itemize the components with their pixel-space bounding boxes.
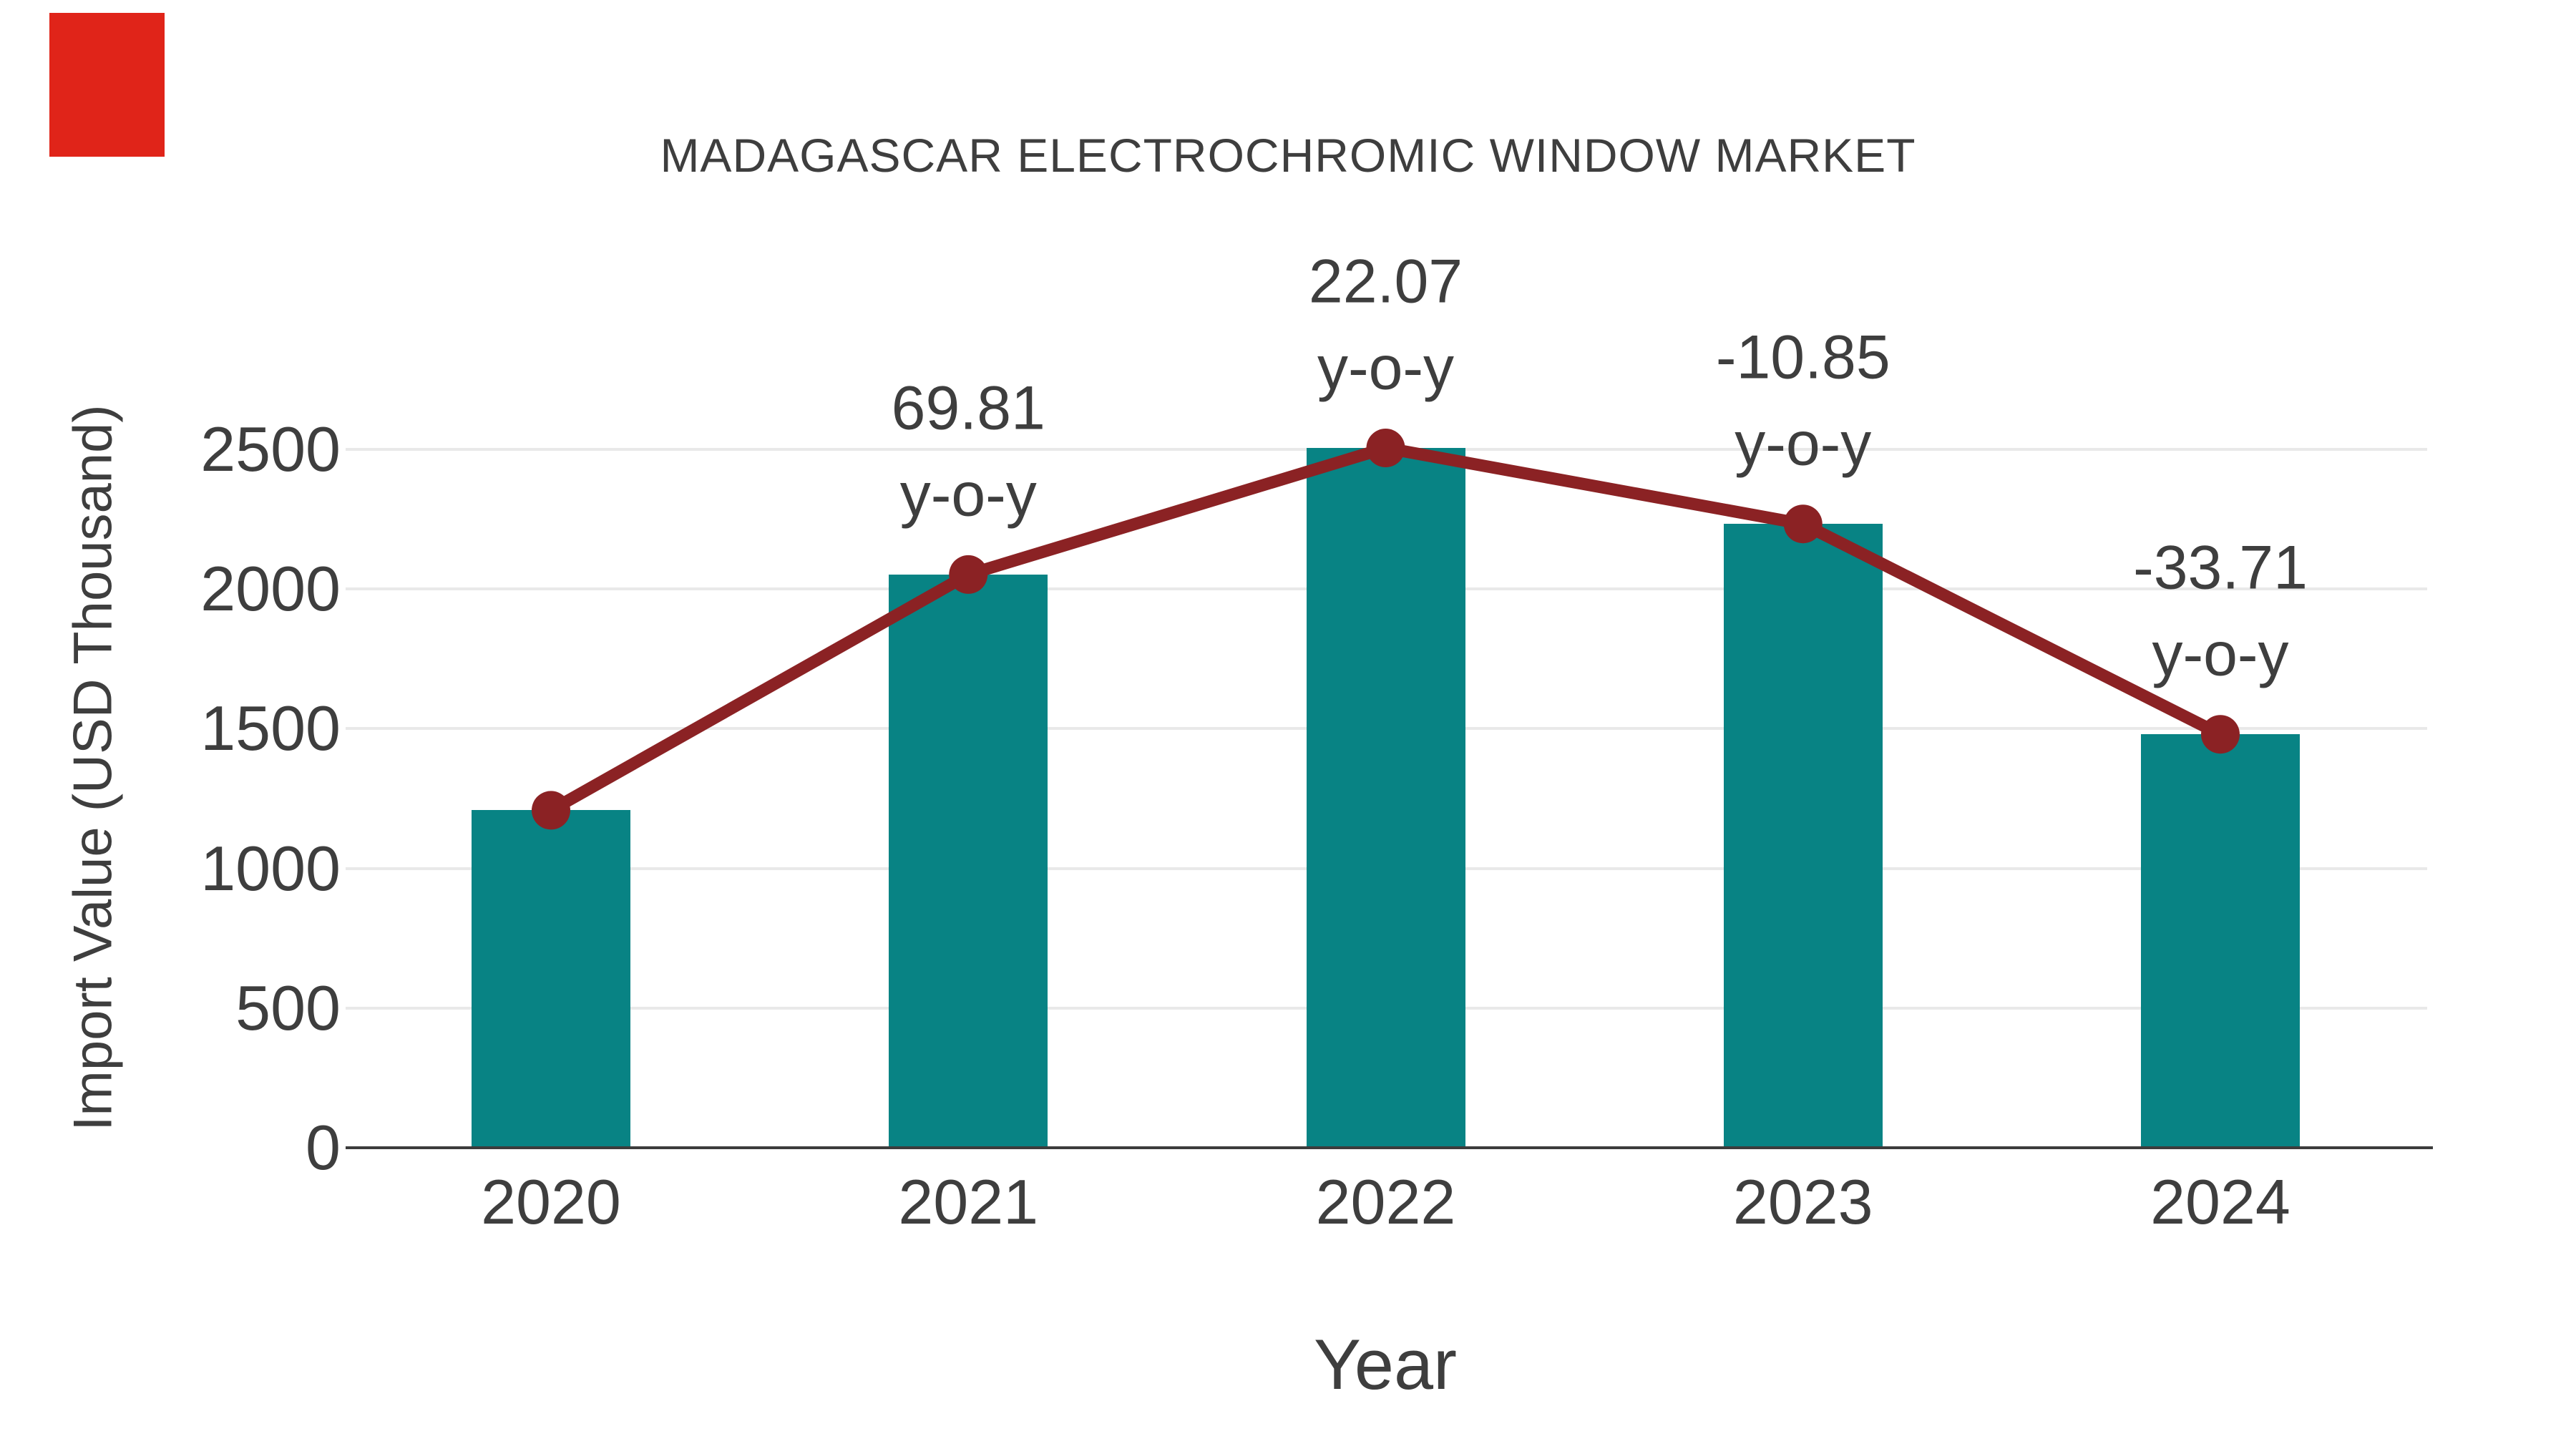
x-tick-2024: 2024 bbox=[2150, 1166, 2290, 1237]
x-axis-line bbox=[346, 1146, 2433, 1149]
bar-2020 bbox=[472, 810, 630, 1148]
x-tick-2022: 2022 bbox=[1315, 1166, 1456, 1237]
chart-title: MADAGASCAR ELECTROCHROMIC WINDOW MARKET bbox=[660, 129, 1916, 182]
bar-2023 bbox=[1723, 524, 1883, 1148]
yoy-marker-2024 bbox=[2201, 715, 2240, 754]
annotation-value-2022: 22.07 bbox=[1308, 247, 1463, 316]
annotation-unit-2023: y-o-y bbox=[1735, 409, 1872, 479]
yoy-marker-2022 bbox=[1366, 429, 1405, 468]
annotation-value-2021: 69.81 bbox=[891, 374, 1045, 443]
annotation-unit-2022: y-o-y bbox=[1317, 333, 1455, 403]
y-tick-1500: 1500 bbox=[200, 693, 341, 764]
x-tick-2023: 2023 bbox=[1732, 1166, 1873, 1237]
yoy-marker-2021 bbox=[949, 555, 988, 594]
x-tick-2020: 2020 bbox=[481, 1166, 621, 1237]
yoy-marker-2020 bbox=[532, 791, 570, 830]
y-tick-0: 0 bbox=[306, 1112, 341, 1183]
x-axis-title: Year bbox=[1313, 1324, 1458, 1404]
bar-2022 bbox=[1306, 448, 1465, 1148]
bar-2024 bbox=[2141, 734, 2300, 1148]
bar-2021 bbox=[889, 574, 1048, 1148]
y-tick-2000: 2000 bbox=[200, 553, 341, 625]
yoy-marker-2023 bbox=[1783, 504, 1823, 544]
annotation-value-2024: -33.71 bbox=[2133, 533, 2308, 602]
annotation-value-2023: -10.85 bbox=[1715, 323, 1890, 392]
yoy-line bbox=[547, 441, 2223, 816]
x-tick-2021: 2021 bbox=[898, 1166, 1039, 1237]
annotation-unit-2021: y-o-y bbox=[899, 460, 1037, 530]
red-marker-box bbox=[49, 13, 165, 157]
y-tick-500: 500 bbox=[235, 972, 341, 1043]
annotation-unit-2024: y-o-y bbox=[2152, 620, 2289, 689]
y-tick-1000: 1000 bbox=[200, 832, 341, 904]
y-tick-2500: 2500 bbox=[200, 414, 341, 484]
